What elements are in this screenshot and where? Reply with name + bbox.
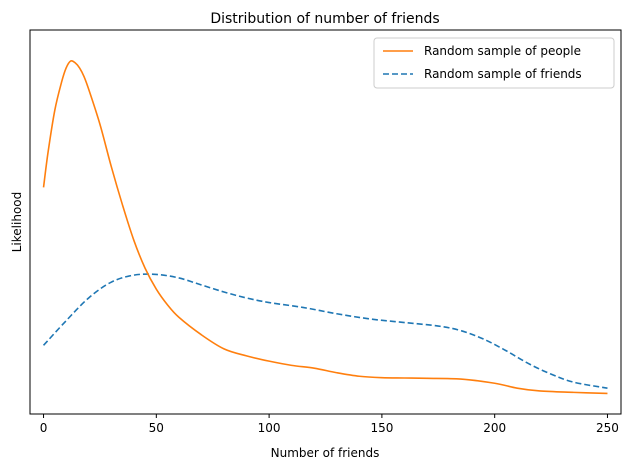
x-tick-label: 0 [40, 421, 48, 435]
y-axis-label: Likelihood [10, 192, 24, 253]
x-tick-label: 250 [596, 421, 619, 435]
x-tick-label: 200 [483, 421, 506, 435]
plot-lines [42, 59, 608, 395]
x-tick-label: 100 [258, 421, 281, 435]
x-tick-label: 150 [370, 421, 393, 435]
legend-label-people: Random sample of people [424, 44, 581, 58]
series-line-people [42, 59, 608, 395]
legend-box [373, 37, 615, 89]
legend: Random sample of people Random sample of… [373, 37, 615, 89]
x-axis-ticks: 0 50 100 150 200 250 [40, 414, 619, 435]
plot-frame [29, 29, 622, 415]
series-line-friends [42, 273, 608, 389]
legend-label-friends: Random sample of friends [424, 67, 582, 81]
x-axis-label: Number of friends [271, 446, 380, 460]
x-tick-label: 50 [149, 421, 164, 435]
chart-title: Distribution of number of friends [210, 11, 439, 27]
